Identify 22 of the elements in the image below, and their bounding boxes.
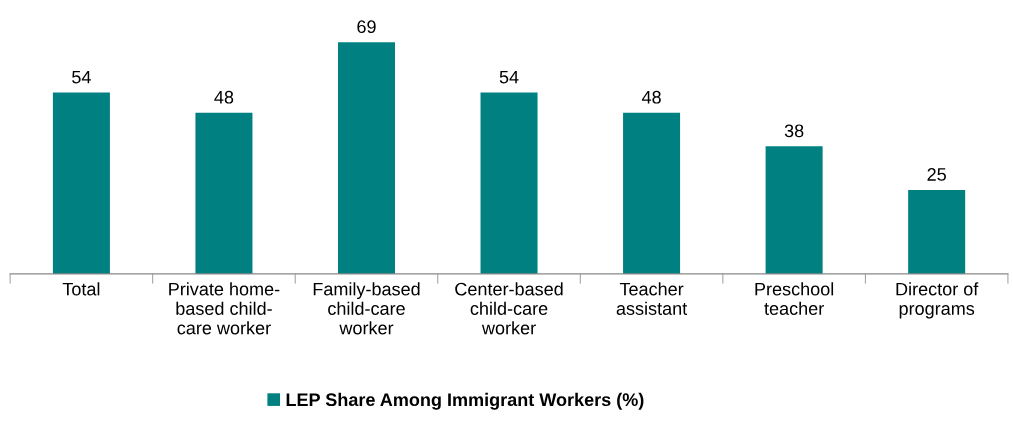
x-tick-label: Total [62, 282, 100, 296]
bar [337, 42, 395, 274]
bar [480, 92, 538, 274]
data-label: 48 [641, 90, 661, 104]
x-tick-label: Teacher assistant [616, 282, 688, 315]
bar [52, 92, 110, 274]
x-tick-label: Private home- based child- care worker [169, 282, 280, 335]
data-label: 38 [784, 124, 804, 138]
x-tick-label: Director of programs [896, 282, 979, 319]
x-tick-label: Family-based child-care worker [313, 282, 420, 335]
bar [908, 189, 966, 274]
x-tick-label: Preschool teacher [755, 282, 834, 315]
data-label: 48 [214, 90, 234, 104]
legend-label: LEP Share Among Immigrant Workers (%) [286, 392, 644, 410]
x-tick-label: Center-based child-care worker [455, 282, 563, 335]
bar [623, 112, 681, 274]
bar [195, 112, 253, 274]
data-label: 25 [927, 168, 946, 181]
data-label: 54 [72, 70, 91, 84]
bar [765, 146, 823, 274]
data-label: 54 [499, 70, 519, 84]
data-label: 69 [357, 20, 376, 34]
